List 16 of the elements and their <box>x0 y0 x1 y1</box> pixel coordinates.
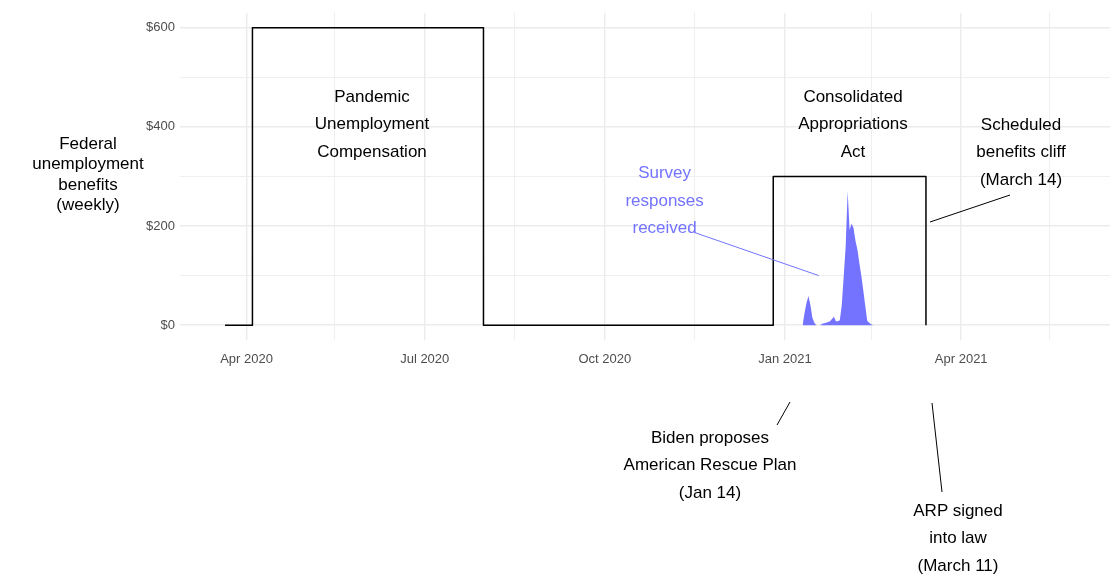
x-tick-label: Jul 2020 <box>400 351 450 367</box>
y-tick-label: $600 <box>146 19 175 35</box>
x-tick-label: Jan 2021 <box>758 351 812 367</box>
text: ARP signed into law (March 11) <box>913 500 1003 575</box>
y-tick-label: $200 <box>146 217 175 233</box>
x-tick-label: Oct 2020 <box>578 351 632 367</box>
annotation: Scheduled benefits cliff (March 14) <box>976 114 1066 189</box>
annotation: Pandemic Unemployment Compensation <box>314 86 430 161</box>
y-tick-label: $400 <box>146 118 175 134</box>
y-tick-label: $0 <box>160 316 175 332</box>
x-tick-label: Apr 2021 <box>934 351 988 367</box>
annotation: Consolidated Appropriations Act <box>798 86 908 161</box>
x-tick-label: Apr 2020 <box>220 351 273 367</box>
text: Survey responses received <box>625 163 704 238</box>
y-axis-title: Federal unemployment benefits (weekly) <box>32 133 145 215</box>
text: Biden proposes American Rescue Plan (Jan 14) <box>623 427 797 502</box>
